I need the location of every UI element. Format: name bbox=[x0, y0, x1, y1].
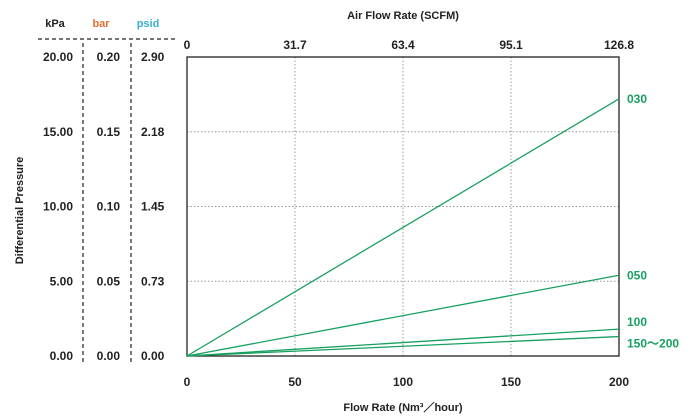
y-tick-label-psid: 2.18 bbox=[141, 125, 165, 139]
y-tick-label-kpa: 15.00 bbox=[43, 125, 73, 139]
x-tick-label: 0 bbox=[184, 375, 191, 389]
y-tick-label-kpa: 10.00 bbox=[43, 200, 73, 214]
series-line-2 bbox=[186, 328, 620, 357]
x2-tick-label: 126.8 bbox=[604, 38, 634, 52]
x2-tick-label: 63.4 bbox=[391, 38, 415, 52]
series-label-2: 100 bbox=[627, 315, 647, 329]
y-tick-label-psid: 0.73 bbox=[141, 274, 165, 288]
y-axis-title: Differential Pressure bbox=[14, 157, 26, 265]
y-tick-label-bar: 0.00 bbox=[97, 349, 121, 363]
y-tick-label-bar: 0.15 bbox=[97, 125, 121, 139]
y-unit-header-kpa: kPa bbox=[45, 18, 65, 30]
x-tick-label: 50 bbox=[288, 375, 302, 389]
y-tick-label-bar: 0.20 bbox=[97, 50, 121, 64]
y-tick-label-kpa: 5.00 bbox=[50, 274, 74, 288]
y-tick-label-psid: 1.45 bbox=[141, 200, 165, 214]
x-axis-title: Flow Rate (Nm³／hour) bbox=[343, 401, 462, 414]
x-tick-label: 100 bbox=[393, 375, 413, 389]
x2-axis-title: Air Flow Rate (SCFM) bbox=[347, 10, 459, 22]
y-tick-label-bar: 0.10 bbox=[97, 200, 121, 214]
y-unit-header-psid: psid bbox=[137, 18, 160, 30]
series-label-3: 150～200 bbox=[627, 337, 679, 351]
y-unit-header-bar: bar bbox=[92, 18, 110, 30]
plot-frame bbox=[186, 56, 620, 357]
y-tick-label-bar: 0.05 bbox=[97, 274, 121, 288]
series-line-3 bbox=[186, 335, 620, 357]
x-tick-label: 200 bbox=[609, 375, 629, 389]
series-label-1: 050 bbox=[627, 268, 647, 282]
y-tick-label-kpa: 20.00 bbox=[43, 50, 73, 64]
series-line-0 bbox=[186, 98, 620, 357]
x-tick-label: 150 bbox=[501, 375, 521, 389]
x2-tick-label: 0 bbox=[184, 38, 191, 52]
series-label-0: 030 bbox=[627, 92, 647, 106]
y-tick-label-psid: 0.00 bbox=[141, 349, 165, 363]
x2-tick-label: 95.1 bbox=[499, 38, 523, 52]
y-tick-label-psid: 2.90 bbox=[141, 50, 165, 64]
y-tick-label-kpa: 0.00 bbox=[50, 349, 74, 363]
series-line-1 bbox=[186, 274, 620, 357]
x2-tick-label: 31.7 bbox=[283, 38, 307, 52]
